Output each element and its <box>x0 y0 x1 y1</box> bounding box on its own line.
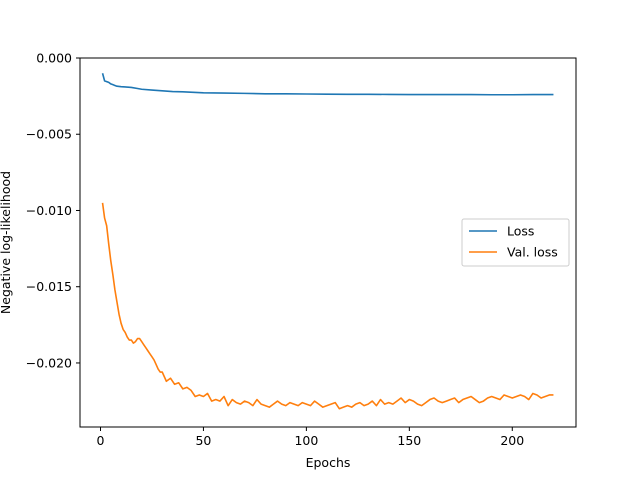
x-tick-label: 200 <box>500 433 524 448</box>
x-tick-label: 150 <box>397 433 421 448</box>
y-tick-label: −0.020 <box>26 355 72 370</box>
series-layer <box>101 73 554 410</box>
ticks-layer: 0 50 100 150 200 0.000 −0.005 −0.010 −0.015 −0.02… <box>26 51 525 449</box>
y-tick-label: 0.000 <box>36 51 72 66</box>
y-tick-label: −0.015 <box>26 279 72 294</box>
series-line-loss <box>101 73 554 96</box>
y-tick-label: −0.010 <box>26 203 72 218</box>
x-tick-label: 0 <box>97 433 105 448</box>
legend-label-loss: Loss <box>507 224 534 239</box>
x-tick-label: 100 <box>294 433 318 448</box>
y-tick-label: −0.005 <box>26 127 72 142</box>
plot-frame <box>79 57 577 428</box>
legend-label-val-loss: Val. loss <box>507 245 558 260</box>
x-tick-label: 50 <box>195 433 211 448</box>
legend: Loss Val. loss <box>461 218 570 267</box>
y-axis-label: Negative log-likelihood <box>0 171 13 314</box>
x-axis-label: Epochs <box>306 455 351 470</box>
series-line-val-loss <box>101 202 554 410</box>
